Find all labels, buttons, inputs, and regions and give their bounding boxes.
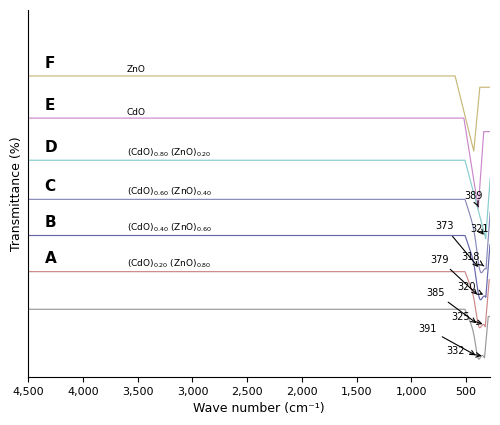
Text: 318: 318 <box>462 252 484 266</box>
X-axis label: Wave number (cm⁻¹): Wave number (cm⁻¹) <box>194 402 325 415</box>
Text: ZnO: ZnO <box>127 65 146 74</box>
Text: 385: 385 <box>426 288 476 323</box>
Text: 389: 389 <box>464 191 483 207</box>
Text: F: F <box>44 56 55 71</box>
Text: B: B <box>44 215 56 230</box>
Text: D: D <box>44 140 58 155</box>
Text: C: C <box>44 179 56 194</box>
Text: CdO: CdO <box>127 108 146 116</box>
Text: 379: 379 <box>430 255 476 294</box>
Text: 391: 391 <box>418 324 474 354</box>
Text: 373: 373 <box>435 221 478 266</box>
Text: 320: 320 <box>457 282 482 294</box>
Text: (CdO)$_{0.20}$ (ZnO)$_{0.80}$: (CdO)$_{0.20}$ (ZnO)$_{0.80}$ <box>127 258 212 270</box>
Y-axis label: Transmittance (%): Transmittance (%) <box>10 136 22 251</box>
Text: 325: 325 <box>452 312 482 324</box>
Text: 332: 332 <box>446 346 480 357</box>
Text: A: A <box>44 251 56 266</box>
Text: E: E <box>44 98 55 113</box>
Text: 321: 321 <box>470 224 488 235</box>
Text: (CdO)$_{0.80}$ (ZnO)$_{0.20}$: (CdO)$_{0.80}$ (ZnO)$_{0.20}$ <box>127 146 212 159</box>
Text: (CdO)$_{0.60}$ (ZnO)$_{0.40}$: (CdO)$_{0.60}$ (ZnO)$_{0.40}$ <box>127 185 212 198</box>
Text: (CdO)$_{0.40}$ (ZnO)$_{0.60}$: (CdO)$_{0.40}$ (ZnO)$_{0.60}$ <box>127 221 212 234</box>
